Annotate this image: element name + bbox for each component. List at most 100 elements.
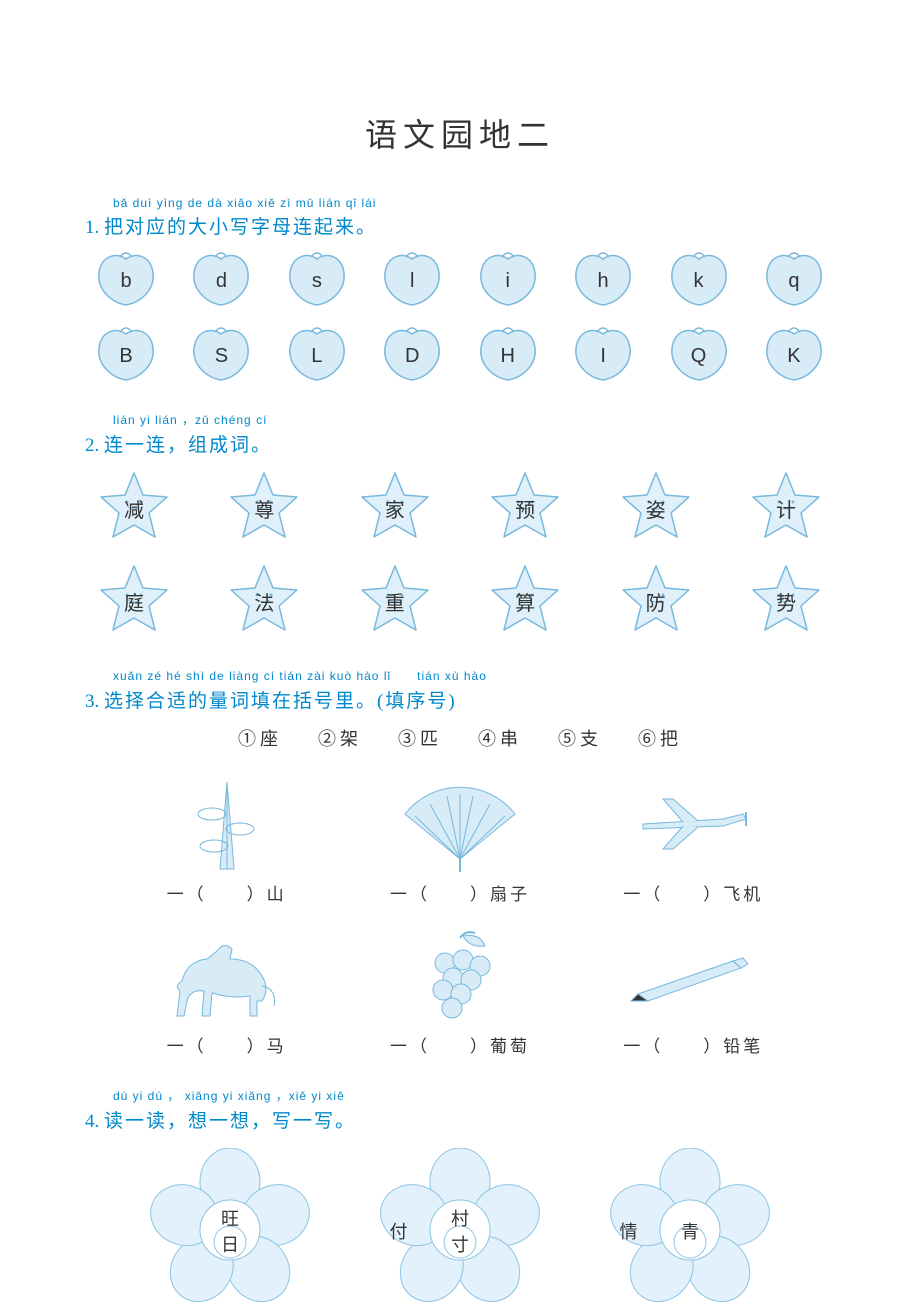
peach-label: Q [691,345,707,368]
option-item: ⑥把 [638,725,682,751]
peach-label: K [787,345,800,368]
question-1: bǎ duì yìng de dà xiǎo xiě zì mǔ lián qǐ… [85,196,835,381]
option-item: ①座 [238,725,282,751]
flower-center: 村 寸 [451,1205,469,1257]
q3-number: 3. [85,691,99,712]
measure-item: 一（ ）扇子 [358,771,561,905]
pencil-icon [592,923,795,1028]
flower-char-left: 付 [390,1218,408,1244]
fan-icon [358,771,561,876]
q4-flowers: 旺 日 村 寸 付 青 情 [85,1148,835,1313]
option-item: ③匹 [398,725,442,751]
q1-number: 1. [85,217,99,238]
q3-pinyin: xuǎn zé hé shì de liàng cí tián zài kuò … [113,667,835,684]
q2-pinyin: lián yi lián ，zǔ chéng cí [113,411,835,428]
q4-pinyin: dú yi dú ， xiǎng yi xiǎng ，xiě yi xiě [113,1087,835,1104]
flower-char-left: 情 [620,1218,638,1244]
star-label: 重 [385,587,405,616]
measure-item: 一（ ）葡萄 [358,923,561,1057]
peach-label: D [405,345,419,368]
peach-item: q [763,251,825,306]
star-item: 算 [486,562,564,637]
star-label: 家 [385,494,405,523]
star-item: 预 [486,469,564,544]
flower-item: 旺 日 [148,1148,313,1313]
peach-label: H [500,345,514,368]
star-item: 重 [356,562,434,637]
measure-item: 一（ ）飞机 [592,771,795,905]
peach-item: I [572,326,634,381]
measure-caption: 一（ ）葡萄 [358,1032,561,1057]
flower-item: 青 情 [608,1148,773,1313]
q2-number: 2. [85,435,99,456]
peach-item: H [477,326,539,381]
q3-heading: 选择合适的量词填在括号里。(填序号) [104,691,457,712]
measure-item: 一（ ）山 [125,771,328,905]
horse-icon [125,923,328,1028]
flower-char-bot: 寸 [451,1231,469,1257]
star-item: 庭 [95,562,173,637]
q3-pinyin-b: tián xù hào [417,669,487,683]
q2-heading: 连一连，组成词。 [104,435,272,456]
grapes-icon [358,923,561,1028]
peach-item: s [286,251,348,306]
option-item: ②架 [318,725,362,751]
star-label: 势 [776,587,796,616]
star-item: 法 [225,562,303,637]
peach-item: L [286,326,348,381]
flower-char-top: 村 [451,1205,469,1231]
peach-label: d [216,270,227,293]
q4-heading: 读一读，想一想，写一写。 [104,1111,356,1132]
star-label: 尊 [254,494,274,523]
peach-item: i [477,251,539,306]
star-label: 法 [254,587,274,616]
flower-item: 村 寸 付 [378,1148,543,1313]
q3-options: ①座②架③匹④串⑤支⑥把 [85,725,835,751]
star-label: 姿 [646,494,666,523]
star-label: 算 [515,587,535,616]
star-label: 防 [646,587,666,616]
q1-heading: 把对应的大小写字母连起来。 [104,217,377,238]
question-4: dú yi dú ， xiǎng yi xiǎng ，xiě yi xiě 4.… [85,1087,835,1313]
question-2: lián yi lián ，zǔ chéng cí 2. 连一连，组成词。 减 … [85,411,835,637]
measure-caption: 一（ ）飞机 [592,880,795,905]
star-item: 减 [95,469,173,544]
flower-char-bot: 日 [221,1231,239,1257]
peach-item: h [572,251,634,306]
measure-caption: 一（ ）铅笔 [592,1032,795,1057]
peach-label: b [120,270,131,293]
peach-item: Q [668,326,730,381]
q4-number: 4. [85,1111,99,1132]
flower-center: 青 [681,1218,699,1244]
peach-item: D [381,326,443,381]
q1-row2: B S L D H I Q K [85,326,835,381]
peach-label: q [788,270,799,293]
q1-row1: b d s l i h k q [85,251,835,306]
star-label: 计 [776,494,796,523]
peach-label: k [694,270,704,293]
star-item: 计 [747,469,825,544]
peach-label: i [505,270,509,293]
flower-char-top: 旺 [221,1205,239,1231]
measure-caption: 一（ ）扇子 [358,880,561,905]
flower-char-bot: 青 [681,1218,699,1244]
measure-caption: 一（ ）山 [125,880,328,905]
q3-pinyin-a: xuǎn zé hé shì de liàng cí tián zài kuò … [113,669,391,683]
star-label: 庭 [124,587,144,616]
q2-row2: 庭 法 重 算 防 势 [85,562,835,637]
q1-pinyin: bǎ duì yìng de dà xiǎo xiě zì mǔ lián qǐ… [113,196,835,210]
peach-label: l [410,270,414,293]
peach-item: K [763,326,825,381]
star-item: 尊 [225,469,303,544]
option-item: ④串 [478,725,522,751]
star-label: 预 [515,494,535,523]
peach-label: S [215,345,228,368]
peach-label: s [312,270,322,293]
star-item: 姿 [617,469,695,544]
star-item: 家 [356,469,434,544]
peach-item: d [190,251,252,306]
star-item: 防 [617,562,695,637]
peach-label: B [119,345,132,368]
peach-label: h [598,270,609,293]
flower-center: 旺 日 [221,1205,239,1257]
